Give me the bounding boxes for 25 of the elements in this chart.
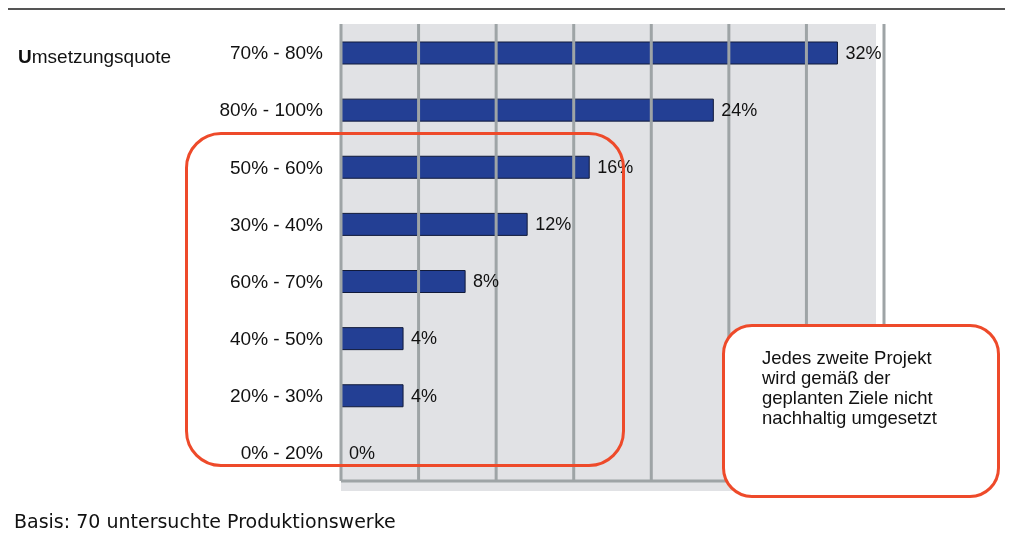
bar <box>341 384 404 408</box>
bar <box>341 327 404 351</box>
text: Basis: 70 untersuchte Produktionswerke <box>14 510 396 532</box>
y-tick-label: 80% - 100% <box>219 99 324 121</box>
y-tick-label: 20% - 30% <box>230 385 324 407</box>
data-label: 12% <box>535 214 572 235</box>
y-tick-label: 70% - 80% <box>230 42 324 64</box>
y-tick-label: 0% - 20% <box>240 442 324 464</box>
data-label: 32% <box>845 42 882 63</box>
y-tick-label: 50% - 60% <box>230 156 324 178</box>
bar <box>341 98 714 122</box>
data-label: 8% <box>473 271 500 292</box>
bar <box>341 212 528 236</box>
annotation: Jedes zweite Projekt wird gemäß der geplanten Ziele nicht nachhaltig umgesetzt <box>762 347 938 428</box>
y-tick-label: 30% - 40% <box>230 213 324 235</box>
y-tick-label: 60% - 70% <box>230 270 324 292</box>
data-label: 4% <box>411 328 438 349</box>
bar <box>341 155 590 179</box>
data-label: 0% <box>349 442 376 463</box>
bar <box>341 41 838 65</box>
data-label: 4% <box>411 385 438 406</box>
y-axis-title: Umsetzungsquote <box>18 46 172 68</box>
bar <box>341 270 466 293</box>
y-tick-label: 40% - 50% <box>230 327 324 349</box>
data-label: 24% <box>721 99 758 120</box>
